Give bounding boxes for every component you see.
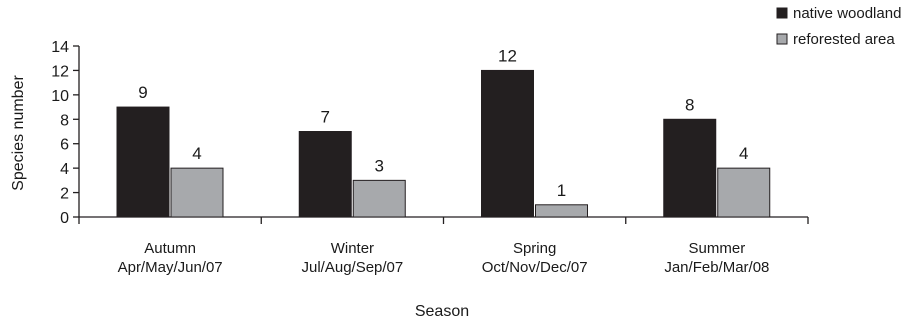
bar-reforested-area xyxy=(535,204,588,218)
bar-value-label: 1 xyxy=(557,181,566,200)
bar-value-label: 9 xyxy=(138,83,147,102)
data-labels: 9 4 7 3 12 1 8 4 xyxy=(138,46,748,199)
bar-value-label: 7 xyxy=(321,108,330,127)
category-label-season: Winter xyxy=(331,240,374,257)
bar-native-woodland xyxy=(116,106,170,218)
bar-native-woodland xyxy=(663,118,717,218)
y-tick-label: 0 xyxy=(60,210,69,227)
y-tick-label: 10 xyxy=(51,88,69,105)
x-ticks xyxy=(78,217,809,224)
legend-label: reforested area xyxy=(793,31,895,48)
y-axis-title: Species number xyxy=(10,75,27,191)
legend: native woodland reforested area xyxy=(776,5,901,48)
legend-swatch xyxy=(776,7,788,19)
category-label-season: Autumn xyxy=(144,240,196,257)
category-label-months: Jul/Aug/Sep/07 xyxy=(302,259,404,276)
bar-reforested-area xyxy=(170,167,224,218)
y-tick-label: 4 xyxy=(60,161,69,178)
bar-value-label: 4 xyxy=(192,144,201,163)
category-labels: Autumn Apr/May/Jun/07 Winter Jul/Aug/Sep/07… xyxy=(118,240,770,276)
category-label-months: Oct/Nov/Dec/07 xyxy=(482,259,588,276)
category-label-months: Apr/May/Jun/07 xyxy=(118,259,223,276)
bar-value-label: 12 xyxy=(498,46,517,65)
y-tick-label: 6 xyxy=(60,137,69,154)
bar-reforested-area xyxy=(717,167,771,218)
x-axis-title: Season xyxy=(415,303,469,320)
category-label-season: Summer xyxy=(689,240,746,257)
legend-label: native woodland xyxy=(793,5,901,22)
bar-value-label: 8 xyxy=(685,95,694,114)
bars xyxy=(116,69,771,218)
y-tick-label: 12 xyxy=(51,63,69,80)
y-tick-label: 8 xyxy=(60,112,69,129)
y-tick-label: 14 xyxy=(51,39,69,56)
legend-swatch xyxy=(776,33,788,45)
y-tick-label: 2 xyxy=(60,186,69,203)
category-label-months: Jan/Feb/Mar/08 xyxy=(664,259,769,276)
bar-native-woodland xyxy=(481,69,534,218)
bar-value-label: 3 xyxy=(375,156,384,175)
y-ticks: 0 2 4 6 8 10 12 14 xyxy=(51,39,79,227)
bar-reforested-area xyxy=(352,179,406,218)
bar-value-label: 4 xyxy=(739,144,748,163)
bar-native-woodland xyxy=(298,131,352,218)
category-label-season: Spring xyxy=(513,240,556,257)
